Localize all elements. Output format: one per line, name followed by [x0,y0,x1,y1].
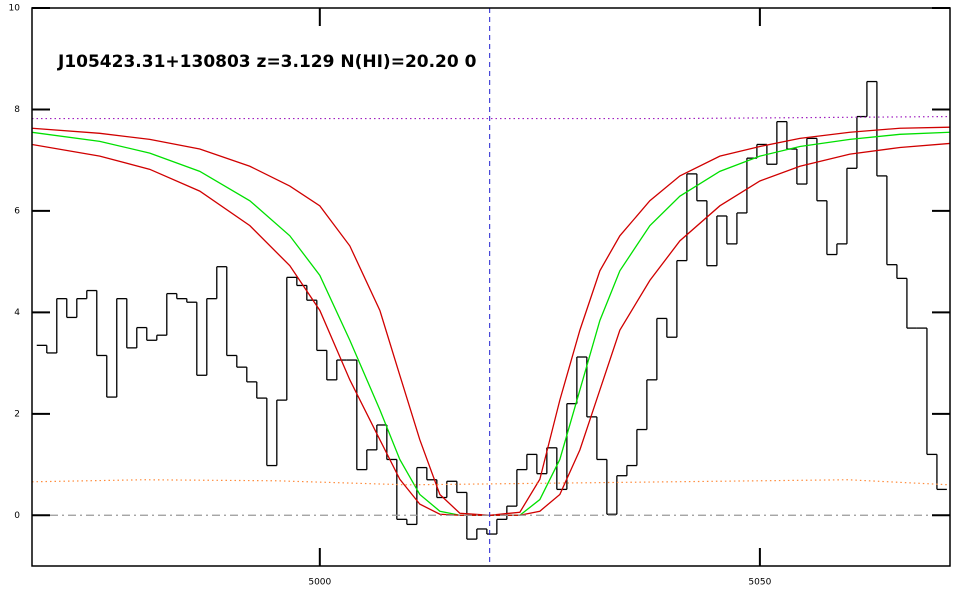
plot-frame [31,7,951,567]
x-tick-label: 5050 [748,578,771,588]
y-tick-label: 0 [14,511,20,521]
y-tick-label: 4 [14,308,20,318]
y-tick-label: 6 [14,206,20,216]
flux-risers [46,81,938,540]
plot-area [32,8,950,566]
x-tick-label: 5000 [308,578,331,588]
y-tick-label: 2 [14,409,20,419]
y-tick-label: 10 [9,4,21,14]
y-tick-label: 8 [14,105,20,115]
model-curve [32,131,950,516]
chart-title: J105423.31+130803 z=3.129 N(HI)=20.20 0 [57,52,477,72]
model-curve [32,142,950,516]
reference-line [32,479,950,486]
model-curve [32,126,950,516]
reference-line [32,115,950,120]
